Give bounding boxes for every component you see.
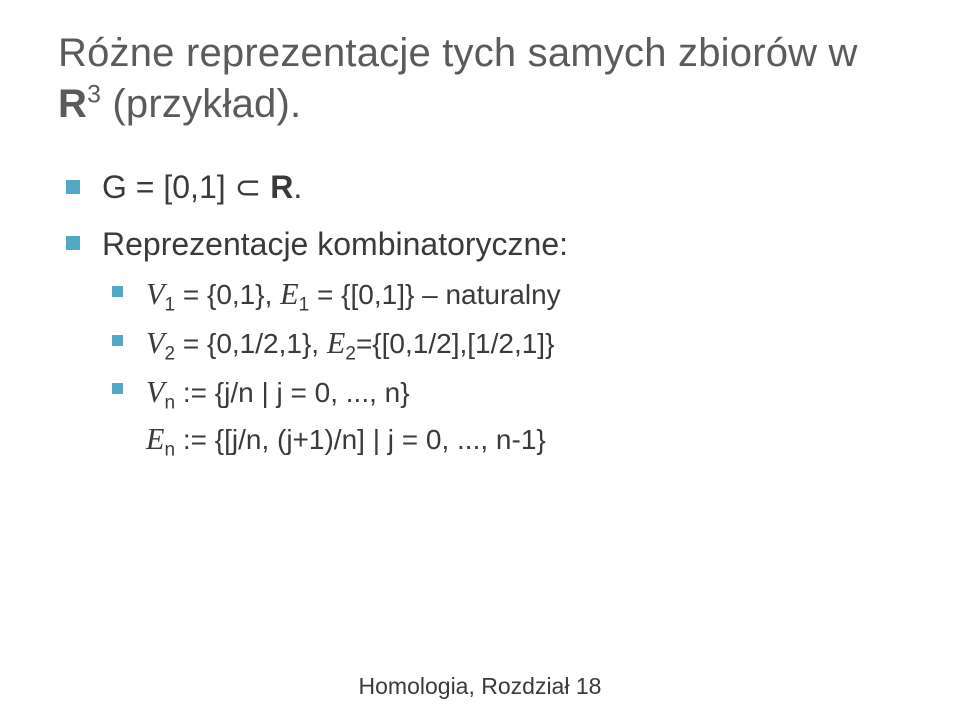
content-list: G = [0,1] ⊂ R. Reprezentacje kombinatory…	[58, 164, 902, 462]
sub: n	[164, 392, 175, 413]
sub: 2	[164, 344, 175, 365]
slide-title: Różne reprezentacje tych samych zbiorów …	[58, 28, 902, 130]
slide-footer: Homologia, Rozdział 18	[0, 673, 960, 700]
tail: ={[0,1/2],[1/2,1]}	[356, 328, 555, 359]
list-item: V1 = {0,1}, E1 = {[0,1]} – naturalny	[102, 271, 902, 318]
script-V: V	[146, 375, 164, 409]
item0-tail: .	[293, 169, 302, 205]
script-E: E	[327, 326, 345, 360]
item0-pre: G = [0,1]	[102, 169, 235, 205]
tail: = {[0,1]} – naturalny	[309, 279, 560, 310]
tail: := {[j/n, (j+1)/n] | j = 0, ..., n-1}	[175, 424, 546, 455]
title-bold: R	[58, 82, 87, 126]
list-item: V2 = {0,1/2,1}, E2={[0,1/2],[1/2,1]}	[102, 320, 902, 367]
list-item: Vn := {j/n | j = 0, ..., n} En := {[j/n,…	[102, 369, 902, 463]
script-E: E	[280, 277, 298, 311]
list-item: G = [0,1] ⊂ R.	[58, 164, 902, 210]
script-E: E	[146, 422, 164, 456]
title-post: (przykład).	[101, 82, 301, 126]
list-item: Reprezentacje kombinatoryczne: V1 = {0,1…	[58, 221, 902, 463]
sub: 1	[164, 295, 175, 316]
mid: = {0,1/2,1},	[175, 328, 327, 359]
script-V: V	[146, 277, 164, 311]
sub: 2	[345, 344, 356, 365]
mid: = {0,1},	[175, 279, 280, 310]
title-sup: 3	[87, 82, 101, 109]
script-V: V	[146, 326, 164, 360]
footer-page: 8	[589, 673, 602, 699]
title-pre: Różne reprezentacje tych samych zbiorów …	[58, 31, 858, 75]
item0-bold: R	[261, 169, 293, 205]
sub: 1	[299, 295, 310, 316]
footer-label: Homologia, Rozdział 1	[359, 673, 589, 699]
item1-text: Reprezentacje kombinatoryczne:	[102, 226, 568, 262]
mid: := {j/n | j = 0, ..., n}	[175, 377, 410, 408]
sub: n	[164, 439, 175, 460]
subset-symbol: ⊂	[235, 169, 262, 205]
nested-list: V1 = {0,1}, E1 = {[0,1]} – naturalny V2 …	[102, 271, 902, 462]
